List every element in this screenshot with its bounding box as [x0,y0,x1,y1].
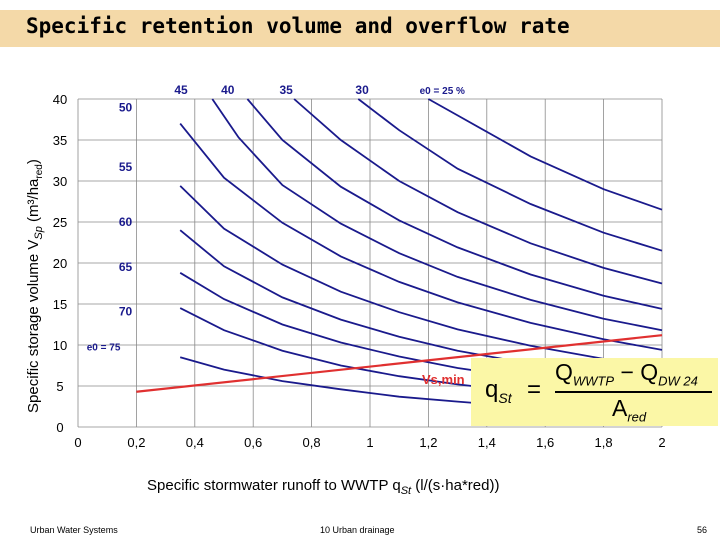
y-tick-label: 40 [53,92,67,107]
footer-center: 10 Urban drainage [320,525,395,535]
y-axis-title: Specific storage volume VSp (m³/hared) [25,159,45,413]
y-tick-label: 15 [53,297,67,312]
series-label-40: 40 [221,83,235,97]
y-tick-label: 25 [53,215,67,230]
formula-lhs: qSt [485,376,512,406]
series-label-60: 60 [119,215,133,229]
svg-text:35: 35 [279,83,293,97]
x-tick-label: 1,6 [536,435,554,450]
formula-denominator: Ared [612,395,647,425]
svg-text:50: 50 [119,100,133,114]
x-tick-label: 1,2 [419,435,437,450]
svg-text:Vs,min: Vs,min [422,372,465,387]
series-line-55 [179,185,663,368]
series-label-25: e0 = 25 % [420,86,465,97]
x-tick-label: 0,2 [127,435,145,450]
x-tick-label: 1 [366,435,373,450]
y-tick-label: 35 [53,133,67,148]
y-tick-label: 0 [56,420,63,435]
x-tick-label: 1,8 [595,435,613,450]
y-tick-label: 5 [56,379,63,394]
x-tick-label: 0 [74,435,81,450]
svg-text:e0 = 75: e0 = 75 [87,343,121,354]
x-tick-label: 0,4 [186,435,204,450]
series-line-40 [246,98,663,310]
x-tick-label: 0,6 [244,435,262,450]
series-label-50: 50 [119,100,133,114]
svg-text:70: 70 [119,304,133,318]
x-tick-label: 2 [658,435,665,450]
svg-text:45: 45 [174,83,188,97]
svg-text:40: 40 [221,83,235,97]
svg-text:65: 65 [119,260,133,274]
footer-right: 56 [697,525,708,535]
series-label-30: 30 [355,83,369,97]
min-line-label: Vs,min [422,372,465,387]
svg-text:60: 60 [119,215,133,229]
series-label-45: 45 [174,83,188,97]
x-axis-title: Specific stormwater runoff to WWTP qSt (… [147,477,499,497]
series-line-50 [179,123,663,351]
slide-title: Specific retention volume and overflow r… [26,14,570,38]
svg-text:e0 = 25 %: e0 = 25 % [420,86,465,97]
series-line-35 [293,98,663,285]
formula-box: qSt = QWWTP − QDW 24 Ared [471,358,718,426]
x-tick-label: 0,8 [303,435,321,450]
series-line-45 [211,98,663,332]
svg-text:55: 55 [119,160,133,174]
title-bar [0,10,720,47]
series-label-65: 65 [119,260,133,274]
x-tick-label: 1,4 [478,435,496,450]
series-label-55: 55 [119,160,133,174]
series-line-30 [357,98,663,252]
series-label-35: 35 [279,83,293,97]
series-label-75: e0 = 75 [87,343,121,354]
series-label-70: 70 [119,304,133,318]
formula-numerator: QWWTP − QDW 24 [555,359,698,389]
svg-text:30: 30 [355,83,369,97]
series-line-25 [427,98,663,211]
y-tick-label: 30 [53,174,67,189]
footer-left: Urban Water Systems [30,525,118,535]
formula-equals: = [527,376,542,403]
min-storage-line [136,334,663,393]
series-line-75 [179,356,531,409]
y-tick-label: 10 [53,338,67,353]
formula-fraction-bar [555,391,712,393]
y-tick-label: 20 [53,256,67,271]
